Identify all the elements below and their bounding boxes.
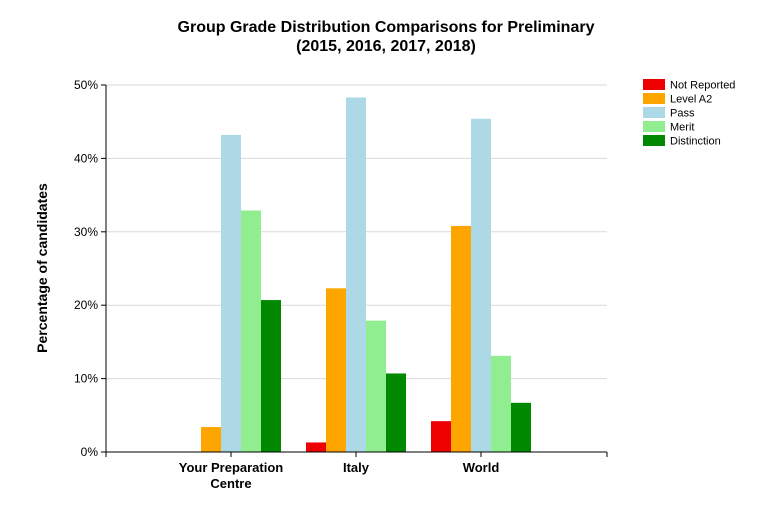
bar-pass bbox=[346, 97, 366, 452]
bar-merit bbox=[366, 320, 386, 452]
legend-label: Level A2 bbox=[670, 94, 712, 106]
x-category-label: Centre bbox=[210, 476, 251, 491]
y-tick-label: 20% bbox=[74, 298, 98, 312]
legend-swatch bbox=[643, 107, 665, 118]
legend-label: Distinction bbox=[670, 136, 721, 148]
legend-swatch bbox=[643, 79, 665, 90]
bar-distinction bbox=[386, 373, 406, 452]
bar-level-a2 bbox=[451, 225, 471, 452]
chart-title: Group Grade Distribution Comparisons for… bbox=[178, 19, 595, 36]
axes bbox=[101, 84, 608, 457]
y-tick-labels: 0% 10% 20% 30% 40% 50% bbox=[74, 78, 98, 459]
y-tick-label: 50% bbox=[74, 78, 98, 92]
y-tick-label: 0% bbox=[81, 445, 99, 459]
bar-merit bbox=[241, 210, 261, 452]
bar-level-a2 bbox=[326, 288, 346, 452]
legend-label: Merit bbox=[670, 122, 694, 134]
legend-label: Pass bbox=[670, 108, 695, 120]
bar-level-a2 bbox=[201, 427, 221, 452]
y-axis-label: Percentage of candidates bbox=[34, 183, 50, 353]
bars bbox=[201, 97, 531, 453]
bar-pass bbox=[471, 118, 491, 452]
bar-not-reported bbox=[306, 442, 326, 452]
legend-swatch bbox=[643, 93, 665, 104]
bar-pass bbox=[221, 134, 241, 453]
legend-label: Not Reported bbox=[670, 80, 735, 92]
x-category-label: Your Preparation bbox=[179, 460, 284, 475]
legend-swatch bbox=[643, 121, 665, 132]
bar-not-reported bbox=[431, 421, 451, 452]
chart-subtitle: (2015, 2016, 2017, 2018) bbox=[296, 38, 476, 55]
bar-merit bbox=[491, 355, 511, 452]
y-tick-label: 10% bbox=[74, 372, 98, 386]
y-tick-label: 30% bbox=[74, 225, 98, 239]
y-tick-label: 40% bbox=[74, 151, 98, 165]
legend: Not Reported Level A2 Pass Merit Distinction bbox=[643, 79, 735, 148]
bar-distinction bbox=[511, 402, 531, 452]
legend-swatch bbox=[643, 135, 665, 146]
x-category-label: Italy bbox=[343, 460, 370, 475]
bar-distinction bbox=[261, 300, 281, 452]
x-category-label: World bbox=[463, 460, 500, 475]
